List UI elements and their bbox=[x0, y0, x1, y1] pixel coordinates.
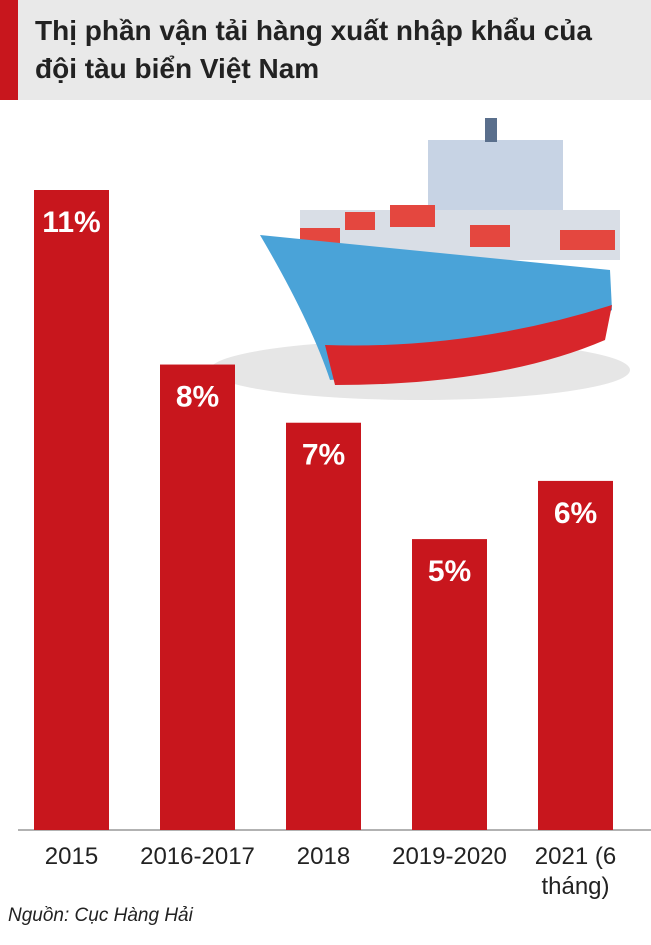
x-tick-label: 2021 (6 tháng) bbox=[534, 843, 617, 900]
bar bbox=[286, 422, 361, 830]
x-tick-label: 2015 bbox=[44, 843, 99, 870]
bar bbox=[538, 480, 613, 830]
header bbox=[0, 0, 651, 100]
value-label: 11% bbox=[42, 206, 100, 239]
x-tick-label: 2018 bbox=[296, 843, 351, 870]
bar bbox=[160, 364, 235, 830]
bar bbox=[34, 190, 109, 830]
value-label: 5% bbox=[428, 555, 471, 588]
bar bbox=[412, 539, 487, 830]
ship-illustration bbox=[210, 118, 630, 400]
chart-title: Thị phần vận tải hàng xuất nhập khẩu của… bbox=[35, 15, 592, 84]
source: Nguồn: Cục Hàng Hải bbox=[8, 905, 193, 926]
value-label: 7% bbox=[302, 439, 345, 472]
x-tick-label: 2016-2017 bbox=[140, 843, 255, 870]
value-label: 6% bbox=[554, 497, 597, 530]
value-label: 8% bbox=[176, 381, 219, 414]
x-tick-label: 2019-2020 bbox=[392, 843, 507, 870]
accent-stripe bbox=[0, 0, 18, 100]
